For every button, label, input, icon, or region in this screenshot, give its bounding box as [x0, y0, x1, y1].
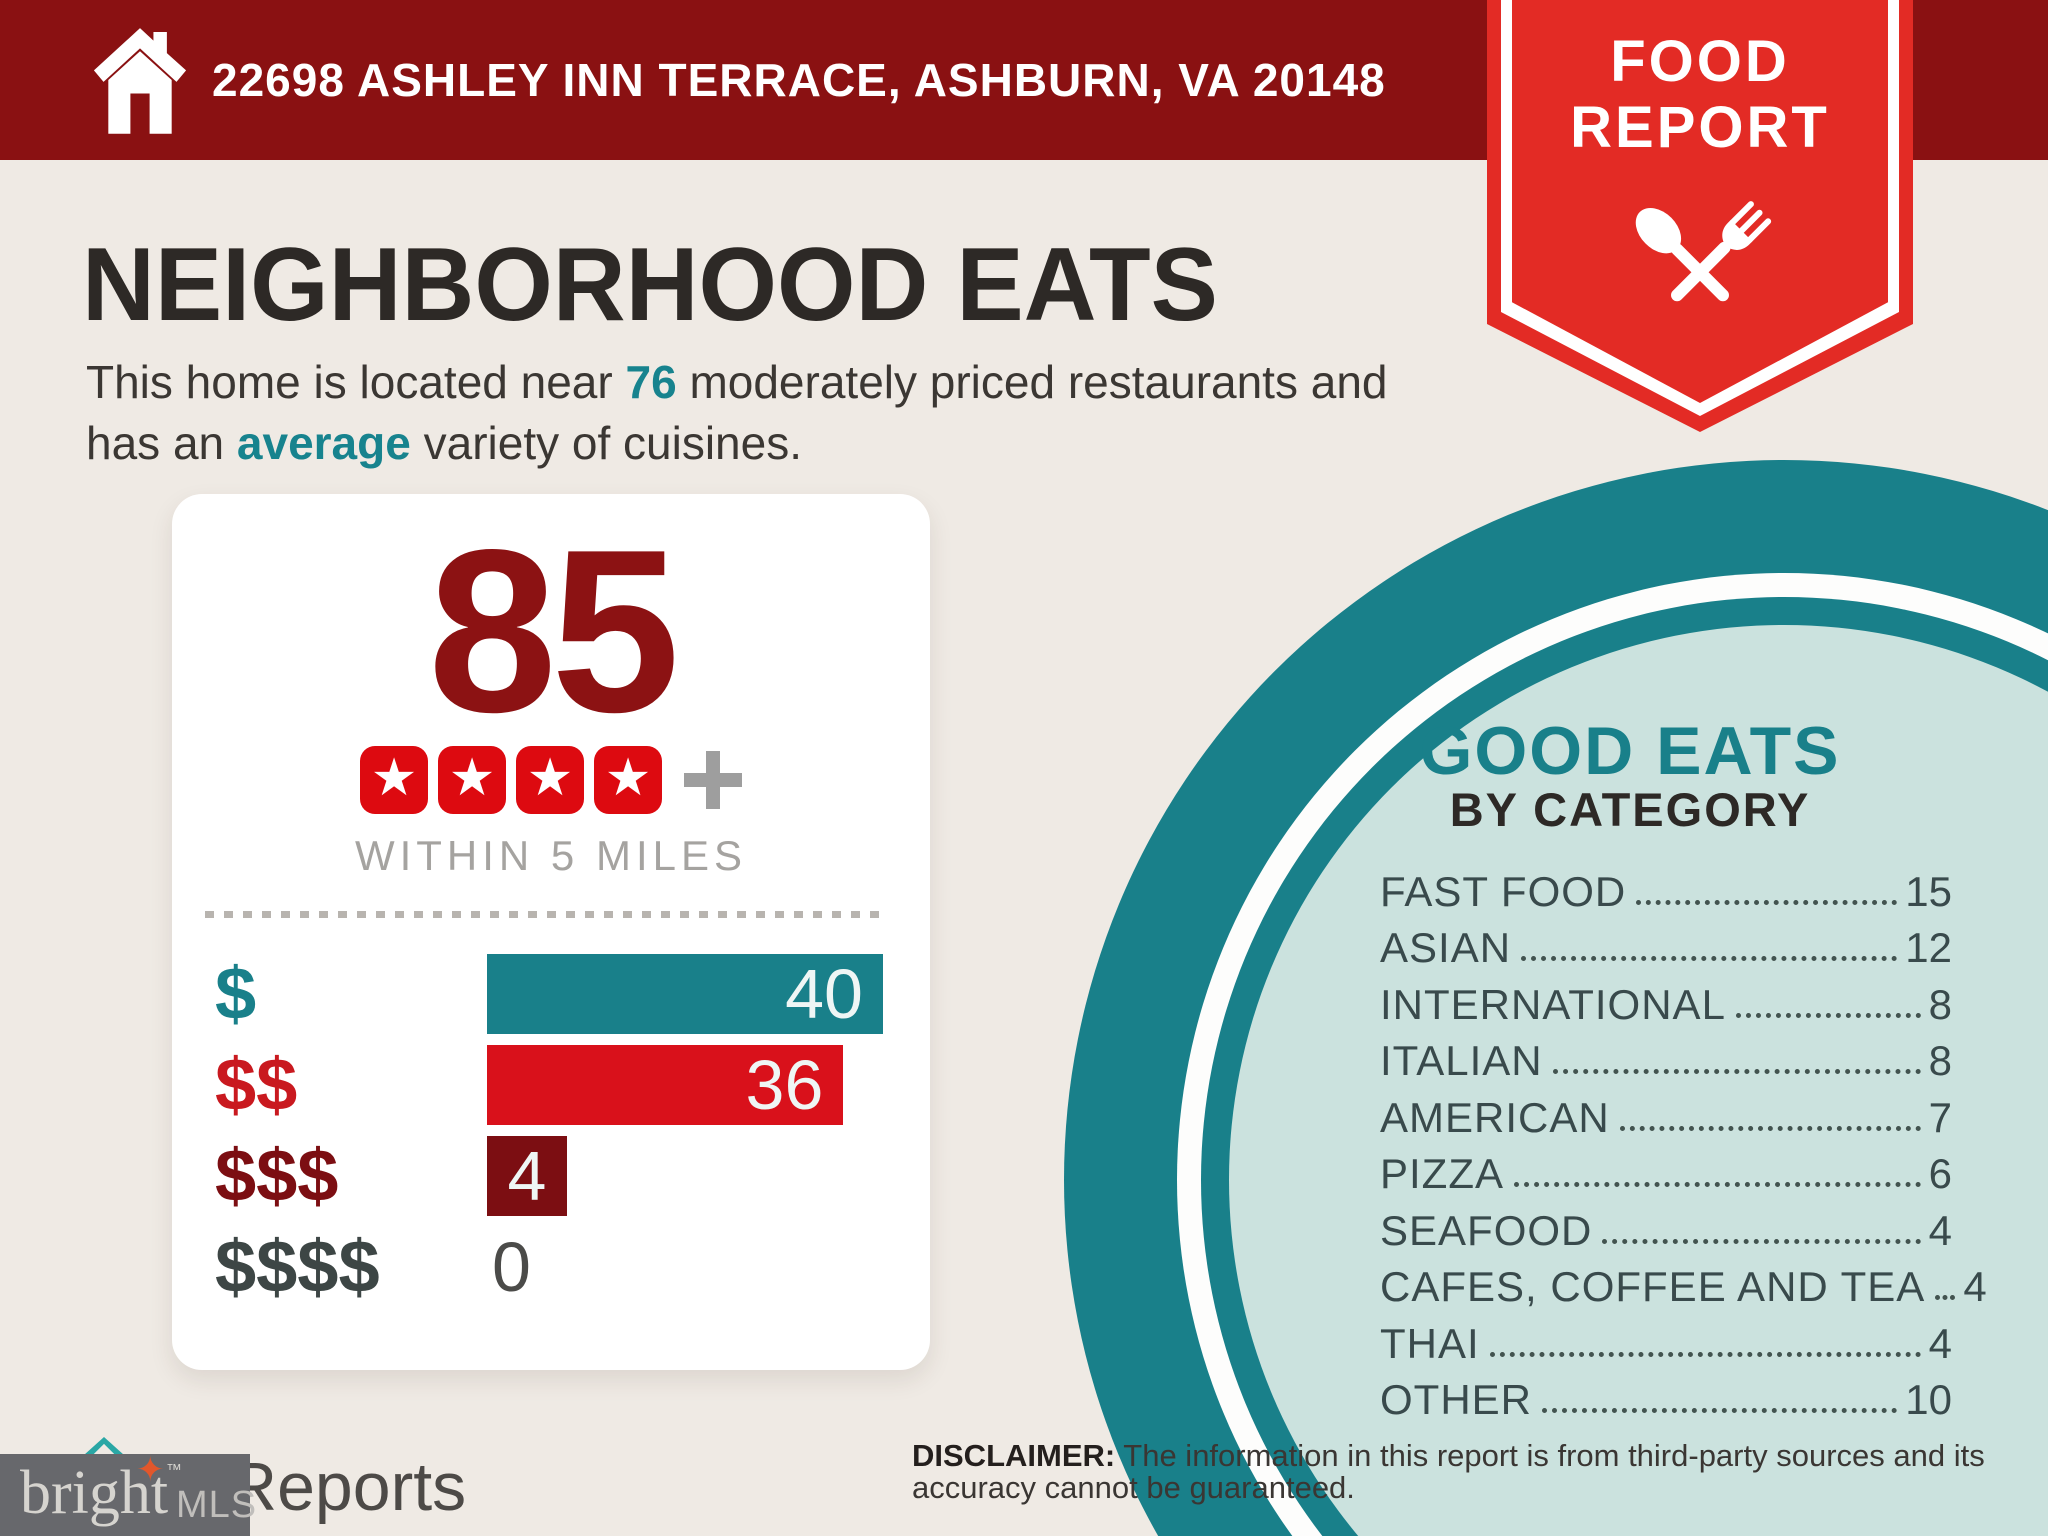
- category-count: 10: [1905, 1376, 1952, 1423]
- category-row: OTHER 10: [1380, 1367, 1952, 1424]
- disclaimer-label: DISCLAIMER:: [912, 1438, 1116, 1473]
- page-title: NEIGHBORHOOD EATS: [82, 227, 1218, 343]
- category-label: FAST FOOD: [1380, 867, 1627, 915]
- category-row: INTERNATIONAL 8: [1380, 971, 1952, 1028]
- ribbon-title-line2: REPORT: [1570, 95, 1830, 160]
- price-bar: 4: [487, 1136, 567, 1216]
- trademark-symbol: ™: [166, 1462, 182, 1479]
- dotted-leader: [1542, 1408, 1898, 1413]
- star-icon: ★: [516, 746, 584, 814]
- bright-star-icon: ✦: [136, 1451, 165, 1489]
- category-count: 4: [1928, 1206, 1952, 1254]
- price-bar-value: 40: [785, 955, 863, 1033]
- category-row: CAFES, COFFEE AND TEA 4: [1380, 1254, 1987, 1311]
- category-row: FAST FOOD 15: [1380, 858, 1952, 915]
- category-label: OTHER: [1380, 1376, 1532, 1423]
- price-tier-label: $$: [215, 1043, 298, 1126]
- plus-icon: [684, 751, 742, 809]
- bright-mls-watermark: bright ✦ ™ MLS: [0, 1451, 256, 1536]
- intro-line1-pre: This home is located near: [86, 356, 626, 408]
- category-label: INTERNATIONAL: [1380, 980, 1726, 1028]
- disclaimer-line1: The information in this report is from t…: [1115, 1438, 1985, 1473]
- dotted-leader: [1602, 1238, 1921, 1244]
- price-bar-row: $$ 36: [172, 1045, 930, 1125]
- category-count: 6: [1928, 1150, 1952, 1197]
- ribbon-title-line1: FOOD: [1610, 29, 1790, 94]
- intro-text: This home is located near 76 moderately …: [86, 352, 1388, 474]
- category-row: ITALIAN 8: [1380, 1028, 1952, 1085]
- category-count: 4: [1928, 1319, 1952, 1367]
- star-icon: ★: [360, 746, 428, 814]
- category-row: THAI 4: [1380, 1310, 1952, 1367]
- star-icon: ★: [594, 746, 662, 814]
- category-count: 12: [1905, 924, 1952, 971]
- category-row: SEAFOOD 4: [1380, 1197, 1952, 1254]
- price-bar-row: $$$$ 0: [172, 1227, 930, 1307]
- dotted-leader: [1935, 1295, 1956, 1300]
- intro-line2-pre: has an: [86, 417, 237, 469]
- good-eats-subtitle: BY CATEGORY: [1449, 783, 1811, 836]
- category-label: THAI: [1380, 1319, 1480, 1367]
- variety-rating: average: [236, 417, 411, 469]
- dotted-leader: [1636, 899, 1898, 905]
- price-tier-label: $$$$: [215, 1225, 380, 1308]
- category-label: ITALIAN: [1380, 1037, 1543, 1084]
- category-row: AMERICAN 7: [1380, 1084, 1952, 1141]
- category-label: PIZZA: [1380, 1150, 1505, 1197]
- dotted-leader: [1489, 1351, 1921, 1357]
- property-address: 22698 ASHLEY INN TERRACE, ASHBURN, VA 20…: [212, 54, 1386, 106]
- restaurant-score: 85: [427, 502, 680, 761]
- star-tiles: ★ ★ ★ ★: [360, 746, 662, 814]
- dotted-leader: [1552, 1069, 1921, 1074]
- score-caption: WITHIN 5 MILES: [354, 832, 748, 879]
- price-bar-value: 36: [745, 1046, 824, 1124]
- star-icon: ★: [438, 746, 506, 814]
- disclaimer: DISCLAIMER: The information in this repo…: [912, 1440, 2022, 1504]
- category-count: 8: [1928, 1037, 1952, 1084]
- reports-logo-text: Reports: [228, 1449, 467, 1525]
- home-icon: [93, 28, 187, 134]
- food-report-ribbon: FOOD REPORT: [1487, 0, 1913, 432]
- price-bar: 40: [487, 954, 883, 1034]
- price-bar: 36: [487, 1045, 844, 1125]
- bright-wordmark: bright: [20, 1459, 169, 1527]
- category-label: CAFES, COFFEE AND TEA: [1380, 1263, 1926, 1310]
- category-count: 15: [1905, 867, 1952, 915]
- dashed-divider: [205, 911, 885, 918]
- price-tier-label: $: [215, 952, 257, 1035]
- restaurant-count: 76: [625, 356, 677, 408]
- price-bar-row: $$$ 4: [172, 1136, 930, 1216]
- category-label: SEAFOOD: [1380, 1206, 1593, 1254]
- good-eats-title: GOOD EATS: [1419, 713, 1841, 789]
- price-bar-value: 4: [507, 1137, 547, 1215]
- dotted-leader: [1514, 1182, 1921, 1187]
- price-bar-zero-value: 0: [492, 1228, 531, 1306]
- category-label: AMERICAN: [1380, 1093, 1610, 1141]
- price-tier-label: $$$: [215, 1134, 339, 1217]
- category-row: PIZZA 6: [1380, 1141, 1952, 1198]
- spoon-fork-icon: [1635, 201, 1772, 302]
- category-count: 7: [1928, 1093, 1952, 1141]
- dotted-leader: [1521, 956, 1898, 961]
- disclaimer-line2: accuracy cannot be guaranteed.: [912, 1470, 1355, 1505]
- category-row: ASIAN 12: [1380, 915, 1952, 972]
- mls-wordmark: MLS: [176, 1484, 258, 1526]
- dotted-leader: [1619, 1125, 1921, 1131]
- score-card: 85 ★ ★ ★ ★ WITHIN 5 MILES $40 $$ 36 $$$ 4 $$$$ 0: [172, 494, 930, 1370]
- category-label: ASIAN: [1380, 924, 1512, 971]
- price-bar-row: $40: [172, 954, 930, 1034]
- dotted-leader: [1735, 1012, 1921, 1018]
- category-count: 8: [1928, 980, 1952, 1028]
- intro-line1-post: moderately priced restaurants and: [676, 356, 1388, 408]
- intro-line2-post: variety of cuisines.: [410, 417, 802, 469]
- category-list: FAST FOOD 15 ASIAN 12 INTERNATIONAL 8 ITALIAN 8…: [1380, 858, 1987, 1424]
- reports-logo-roof-icon: [84, 1437, 124, 1455]
- star-rating: ★ ★ ★ ★: [172, 746, 930, 814]
- category-count: 4: [1963, 1263, 1987, 1310]
